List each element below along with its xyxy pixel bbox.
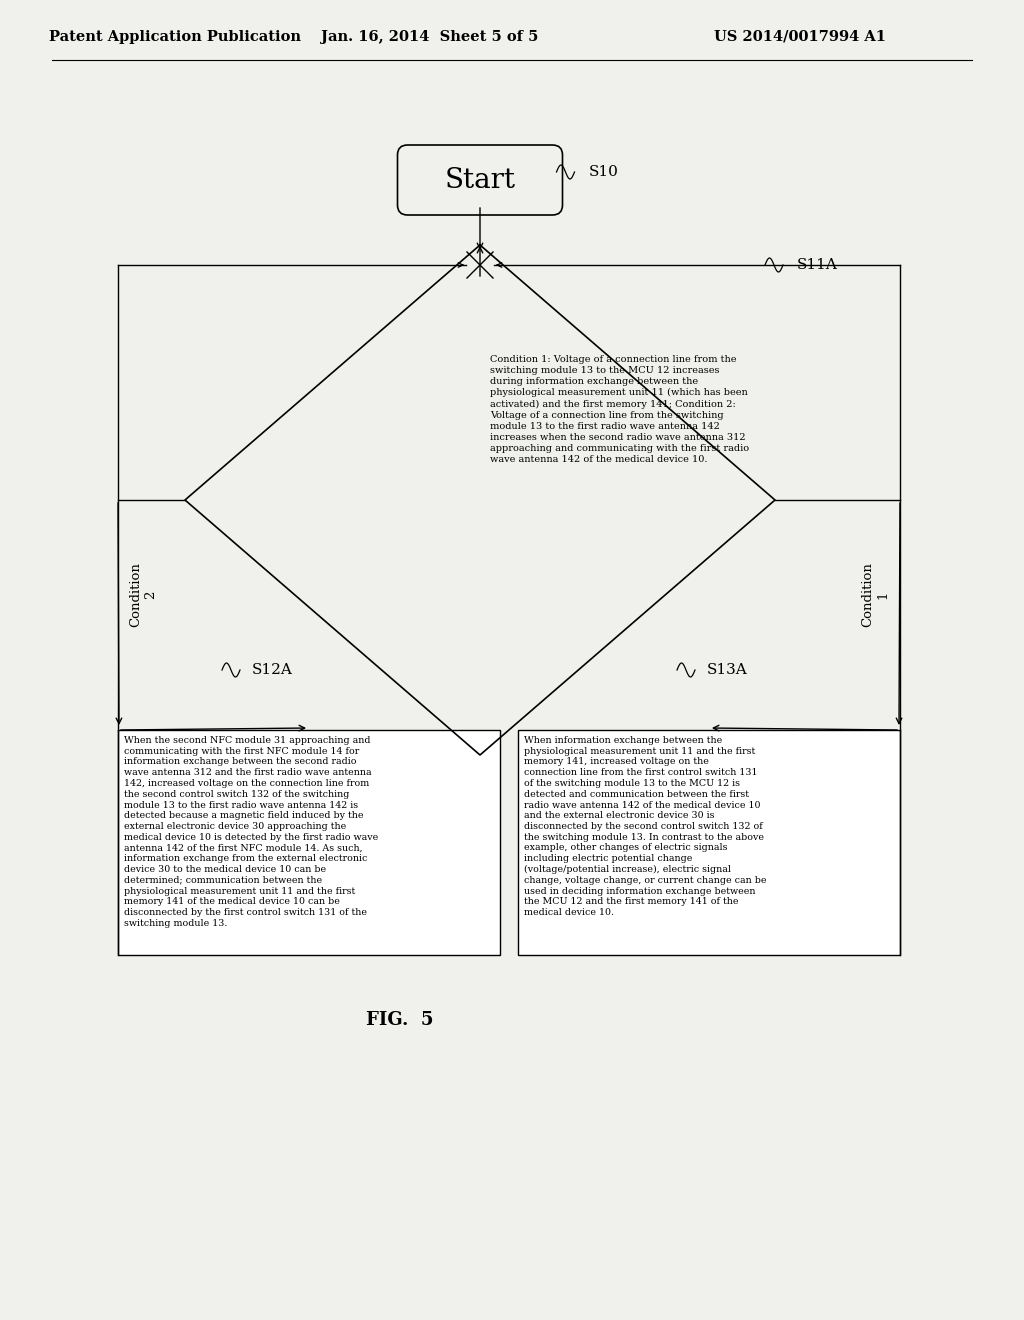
Text: Condition
2: Condition 2 [129,562,157,627]
FancyBboxPatch shape [397,145,562,215]
Text: Start: Start [444,166,515,194]
Text: US 2014/0017994 A1: US 2014/0017994 A1 [714,30,886,44]
Text: S12A: S12A [252,663,293,677]
Text: FIG.  5: FIG. 5 [367,1011,434,1030]
Text: Patent Application Publication: Patent Application Publication [49,30,301,44]
Text: S11A: S11A [797,257,838,272]
Text: Condition 1: Voltage of a connection line from the
switching module 13 to the MC: Condition 1: Voltage of a connection lin… [490,355,750,465]
FancyBboxPatch shape [118,730,500,954]
FancyBboxPatch shape [518,730,900,954]
Text: S10: S10 [589,165,618,180]
Text: Jan. 16, 2014  Sheet 5 of 5: Jan. 16, 2014 Sheet 5 of 5 [322,30,539,44]
Text: When information exchange between the
physiological measurement unit 11 and the : When information exchange between the ph… [524,737,767,917]
Text: Condition
1: Condition 1 [861,562,889,627]
Text: S13A: S13A [707,663,748,677]
Text: When the second NFC module 31 approaching and
communicating with the first NFC m: When the second NFC module 31 approachin… [124,737,378,928]
